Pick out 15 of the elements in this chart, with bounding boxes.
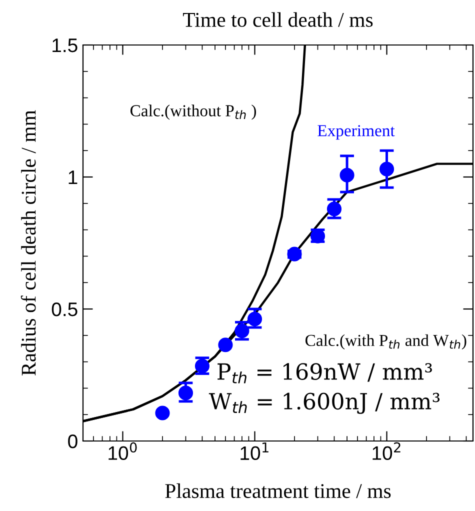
x2-axis-title: Time to cell death / ms bbox=[182, 12, 373, 27]
x-tick-label: 10$^{2}$ bbox=[372, 442, 400, 460]
x-tick-label: 10$^{0}$ bbox=[108, 442, 137, 460]
y-tick-label: 0.5 bbox=[52, 302, 78, 316]
text: Calc.(without P$_{th}$ ) bbox=[130, 104, 256, 120]
y-tick-label: 0 bbox=[68, 434, 78, 448]
legend-label: Calc.(with P$_{th}$ and W$_{th}$) bbox=[306, 334, 466, 350]
series-label: Experiment bbox=[318, 125, 395, 140]
x-axis-title: Plasma treatment time / ms bbox=[165, 483, 391, 498]
x-tick-label: 10$^{1}$ bbox=[240, 442, 268, 460]
y-tick-label: 1.5 bbox=[52, 38, 78, 52]
annotation: W$_{th}$ = 1.600nJ / mm³ bbox=[208, 392, 440, 414]
y-tick-label: 1 bbox=[68, 170, 78, 184]
y-axis-title: Radius of cell death circle / mm bbox=[20, 110, 36, 376]
annotation: P$_{th}$ = 169nW / mm³ bbox=[218, 363, 432, 384]
